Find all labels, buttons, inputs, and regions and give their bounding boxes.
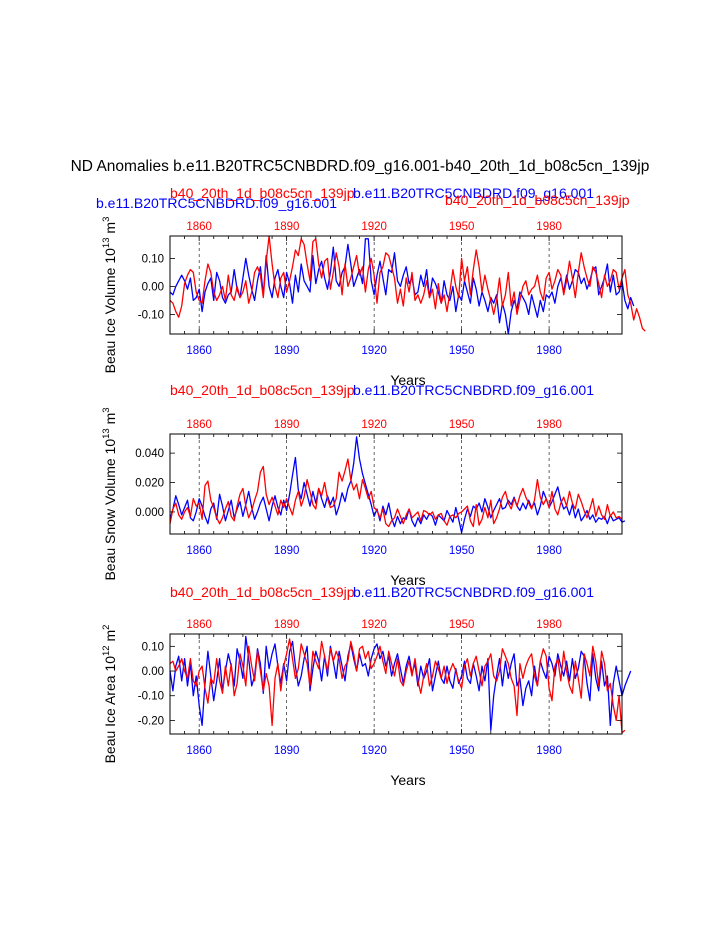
y-axis-label-unit: m xyxy=(102,630,118,646)
x-tick-label-top: 1890 xyxy=(274,619,300,631)
plot-frame xyxy=(169,235,623,335)
panel-1: b.e11.B20TRC5CNBDRD.f09_g16.001b40_20th_… xyxy=(96,185,646,388)
x-tick-label-bottom: 1950 xyxy=(449,745,475,757)
y-tick-label: 0.020 xyxy=(135,478,164,490)
y-axis-label-unit: m xyxy=(102,222,118,238)
y-axis-label-main: Beau Ice Area 10 xyxy=(102,656,118,764)
x-tick-label-top: 1980 xyxy=(536,221,562,233)
x-tick-label-top: 1860 xyxy=(186,221,212,233)
y-axis-label-exponent: 13 xyxy=(101,428,112,439)
y-tick-label: -0.10 xyxy=(138,691,164,703)
y-axis-label-unit-exponent: 2 xyxy=(101,625,112,630)
x-axis-label: Years xyxy=(390,372,425,388)
y-axis-label-main: Beau Snow Volume 10 xyxy=(102,439,118,581)
x-tick-label-bottom: 1890 xyxy=(274,745,300,757)
x-tick-label-bottom: 1950 xyxy=(449,545,475,557)
x-tick-label-top: 1980 xyxy=(536,619,562,631)
panel-3: b40_20th_1d_b08c5cn_139jpb.e11.B20TRC5CN… xyxy=(101,584,632,788)
series-title-1: b.e11.B20TRC5CNBDRD.f09_g16.001 xyxy=(96,195,337,211)
x-axis-label: Years xyxy=(390,572,425,588)
series-title-2: b.e11.B20TRC5CNBDRD.f09_g16.001 xyxy=(353,584,594,600)
series-title-1: b40_20th_1d_b08c5cn_139jp xyxy=(170,382,355,398)
y-axis-label-unit: m xyxy=(102,413,118,429)
y-axis-label: Beau Ice Area 1012 m2 xyxy=(101,625,118,764)
figure-title: ND Anomalies b.e11.B20TRC5CNBDRD.f09_g16… xyxy=(71,158,650,175)
x-tick-label-top: 1920 xyxy=(361,419,387,431)
x-tick-label-bottom: 1920 xyxy=(361,345,387,357)
y-axis-label-unit-exponent: 3 xyxy=(101,407,112,412)
x-tick-label-bottom: 1950 xyxy=(449,345,475,357)
x-tick-label-bottom: 1980 xyxy=(536,545,562,557)
y-tick-label: 0.00 xyxy=(142,666,164,678)
y-tick-label: 0.00 xyxy=(142,281,164,293)
x-tick-label-top: 1980 xyxy=(536,419,562,431)
panel-2: b40_20th_1d_b08c5cn_139jpb.e11.B20TRC5CN… xyxy=(101,382,626,588)
x-tick-label-top: 1890 xyxy=(274,419,300,431)
y-axis-label-exponent: 12 xyxy=(101,645,112,656)
series-title-1: b40_20th_1d_b08c5cn_139jp xyxy=(170,584,355,600)
x-tick-label-top: 1890 xyxy=(274,221,300,233)
x-tick-label-top: 1860 xyxy=(186,419,212,431)
x-tick-label-bottom: 1980 xyxy=(536,745,562,757)
x-axis-label: Years xyxy=(390,772,425,788)
x-tick-label-bottom: 1920 xyxy=(361,545,387,557)
y-axis-label-unit-exponent: 3 xyxy=(101,217,112,222)
series-line-case2 xyxy=(169,638,626,734)
y-tick-label: 0.10 xyxy=(142,641,164,653)
y-axis-label: Beau Snow Volume 1013 m3 xyxy=(101,407,118,580)
x-tick-label-top: 1950 xyxy=(449,419,475,431)
x-tick-label-bottom: 1980 xyxy=(536,345,562,357)
y-tick-label: 0.10 xyxy=(142,253,164,265)
x-tick-label-bottom: 1920 xyxy=(361,745,387,757)
x-tick-label-top: 1950 xyxy=(449,221,475,233)
x-tick-label-bottom: 1890 xyxy=(274,545,300,557)
series-title-3: b.e11.B20TRC5CNBDRD.f09_g16.001 xyxy=(353,185,594,201)
x-tick-label-bottom: 1860 xyxy=(186,545,212,557)
x-tick-label-top: 1920 xyxy=(361,619,387,631)
y-axis-label: Beau Ice Volume 1013 m3 xyxy=(101,217,118,374)
y-tick-label: 0.040 xyxy=(135,448,164,460)
plot-frame xyxy=(169,433,623,535)
plot-frame xyxy=(169,633,623,735)
series-line-case2 xyxy=(169,458,623,528)
series-line-case2 xyxy=(169,235,646,332)
x-tick-label-top: 1950 xyxy=(449,619,475,631)
x-tick-label-top: 1920 xyxy=(361,221,387,233)
y-axis-label-main: Beau Ice Volume 10 xyxy=(102,248,118,374)
x-tick-label-bottom: 1860 xyxy=(186,345,212,357)
series-title-2: b40_20th_1d_b08c5cn_139jp xyxy=(170,185,355,201)
y-tick-label: -0.10 xyxy=(138,309,164,321)
x-tick-label-bottom: 1890 xyxy=(274,345,300,357)
series-title-4: b40_20th_1d_b08c5cn_139jp xyxy=(445,192,630,208)
y-axis-label-exponent: 13 xyxy=(101,237,112,248)
y-tick-label: -0.20 xyxy=(138,715,164,727)
series-title-2: b.e11.B20TRC5CNBDRD.f09_g16.001 xyxy=(353,382,594,398)
y-tick-label: 0.000 xyxy=(135,507,164,519)
x-tick-label-top: 1860 xyxy=(186,619,212,631)
series-line-case1 xyxy=(169,238,635,335)
panels: b.e11.B20TRC5CNBDRD.f09_g16.001b40_20th_… xyxy=(96,185,646,788)
x-tick-label-bottom: 1860 xyxy=(186,745,212,757)
